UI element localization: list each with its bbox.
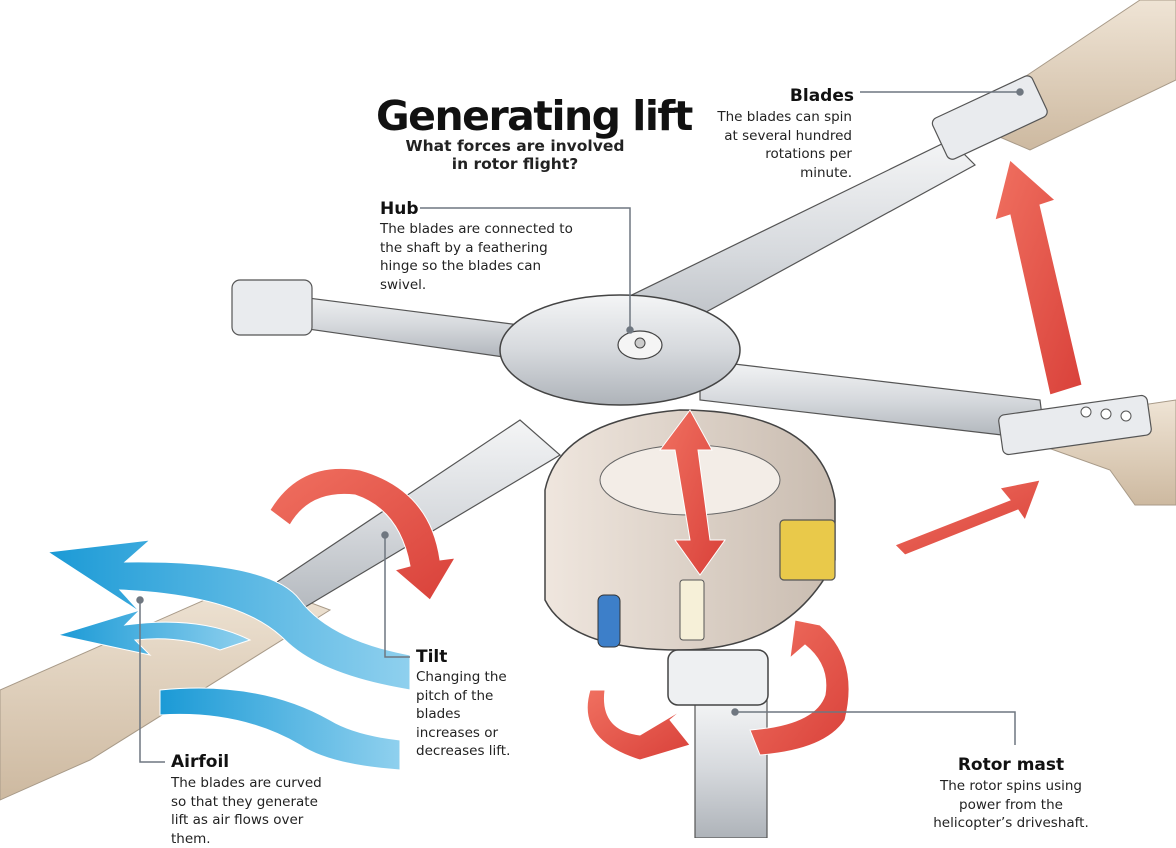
airfoil-description: The blades are curved so that they gener…	[171, 775, 322, 847]
rotor-mast-heading: Rotor mast	[957, 755, 1065, 775]
leader-rotor-mast	[735, 711, 1016, 745]
thrust-arrow	[894, 479, 1041, 556]
airflow-arrow-mid	[56, 609, 252, 656]
mast	[694, 699, 768, 838]
spin-arrow-right	[749, 619, 850, 756]
tilt-heading: Tilt	[416, 647, 448, 667]
hub-heading: Hub	[380, 199, 419, 219]
spin-arrow-left	[586, 689, 691, 761]
leader-hub	[420, 207, 631, 330]
vertical-arrow	[659, 409, 726, 576]
airflow-arrow-top	[46, 539, 411, 691]
blades-description: The blades can spin at several hundred r…	[717, 109, 852, 181]
page-subtitle: What forces are involved in rotor flight…	[405, 137, 625, 173]
leader-airfoil	[139, 600, 165, 763]
grip-upper-right	[931, 75, 1048, 160]
tilt-description: Changing the pitch of the blades increas…	[416, 669, 511, 759]
lift-arrow	[994, 159, 1083, 396]
page-title: Generating lift	[376, 92, 693, 140]
grip-left	[231, 279, 313, 336]
hub-description: The blades are connected to the shaft by…	[380, 221, 573, 293]
airfoil-heading: Airfoil	[171, 752, 230, 772]
leader-tilt	[384, 535, 410, 658]
rotor-mast-description: The rotor spins using power from the hel…	[933, 778, 1089, 831]
airflow-arrow-bottom	[159, 687, 401, 771]
grip-right	[998, 394, 1152, 456]
blades-heading: Blades	[789, 86, 854, 106]
tilt-arrow	[269, 467, 456, 601]
